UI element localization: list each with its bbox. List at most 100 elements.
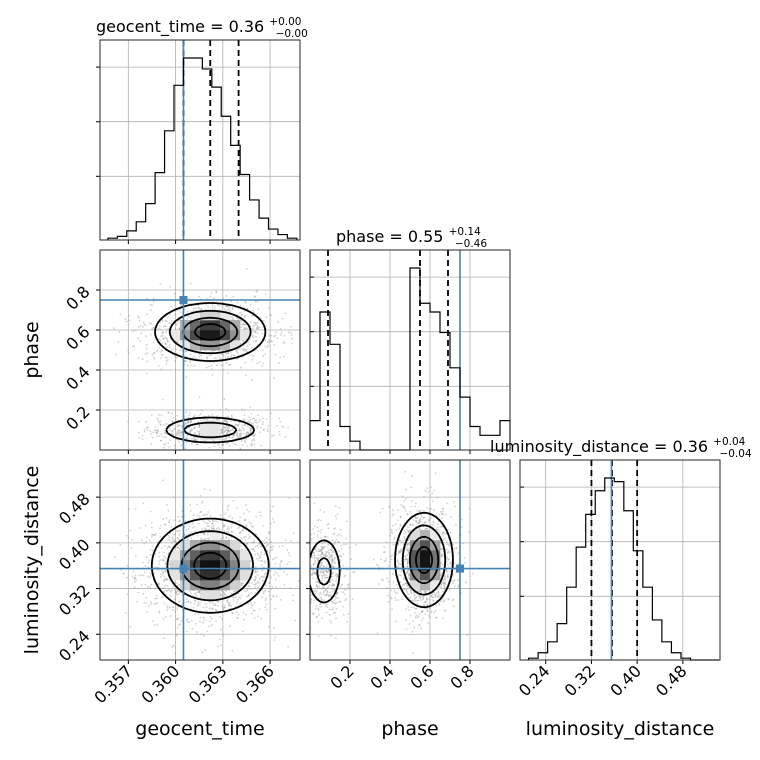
sample-point <box>431 596 434 599</box>
sample-point <box>345 543 348 546</box>
sample-point <box>254 533 257 535</box>
sample-point <box>200 528 203 531</box>
density-cell <box>200 550 211 561</box>
sample-point <box>302 539 304 541</box>
sample-point <box>256 581 259 584</box>
sample-point <box>170 305 173 308</box>
sample-point <box>158 583 160 586</box>
sample-point <box>235 443 238 446</box>
sample-point <box>231 416 234 418</box>
sample-point <box>170 350 173 352</box>
sample-point <box>181 431 183 434</box>
title-lower-error: −0.04 <box>719 448 751 460</box>
sample-point <box>453 605 456 608</box>
sample-point <box>221 534 224 537</box>
sample-point <box>159 420 162 423</box>
sample-point <box>178 538 181 541</box>
sample-point <box>144 524 147 527</box>
sample-point <box>222 353 225 356</box>
sample-point <box>440 548 443 550</box>
sample-point <box>265 325 268 327</box>
sample-point <box>177 627 179 630</box>
sample-point <box>222 606 225 609</box>
sample-point <box>229 363 232 366</box>
sample-point <box>161 559 164 561</box>
contour-line <box>168 309 252 439</box>
sample-point <box>223 594 226 597</box>
sample-point <box>326 524 329 526</box>
sample-point <box>414 616 417 619</box>
sample-point <box>137 421 140 423</box>
sample-point <box>249 418 252 421</box>
sample-point <box>236 301 239 304</box>
density-cell <box>180 540 191 551</box>
sample-point <box>272 517 274 520</box>
sample-point <box>317 621 320 623</box>
sample-point <box>197 437 199 439</box>
sample-point <box>304 609 306 611</box>
sample-point <box>188 590 191 593</box>
sample-point <box>176 356 178 359</box>
sample-point <box>238 421 241 424</box>
sample-point <box>197 590 200 592</box>
sample-point <box>193 415 196 418</box>
sample-point <box>319 591 322 594</box>
panel-frame <box>99 459 301 661</box>
sample-point <box>436 526 439 529</box>
sample-point <box>167 328 170 330</box>
sample-point <box>311 555 313 557</box>
sample-point <box>288 497 291 500</box>
sample-point <box>164 343 167 345</box>
sample-point <box>200 307 203 310</box>
sample-point <box>257 326 260 329</box>
sample-point <box>227 409 230 412</box>
sample-point <box>216 520 219 523</box>
sample-point <box>134 329 137 332</box>
sample-point <box>321 593 323 595</box>
sample-point <box>244 441 247 444</box>
sample-point <box>328 584 331 587</box>
sample-point <box>143 430 146 433</box>
sample-point <box>323 553 325 556</box>
sample-point <box>233 590 236 593</box>
sample-point <box>426 608 428 610</box>
sample-point <box>335 573 337 575</box>
sample-point <box>221 604 224 607</box>
sample-point <box>196 515 199 517</box>
sample-point <box>406 572 409 574</box>
sample-point <box>176 546 179 549</box>
sample-point <box>248 416 251 419</box>
sample-point <box>174 598 176 600</box>
sample-point <box>403 577 405 579</box>
sample-point <box>164 341 167 344</box>
sample-point <box>265 418 268 420</box>
contour-line <box>194 323 227 341</box>
sample-point <box>407 549 410 552</box>
sample-point <box>245 438 247 440</box>
sample-point <box>305 590 307 592</box>
sample-point <box>441 525 443 527</box>
sample-point <box>405 488 407 491</box>
sample-point <box>207 365 210 368</box>
sample-point <box>179 424 181 427</box>
sample-point <box>418 519 421 522</box>
sample-point <box>169 595 172 598</box>
sample-point <box>428 607 431 610</box>
sample-point <box>343 543 345 546</box>
density-cell <box>200 420 211 431</box>
sample-point <box>149 553 152 556</box>
sample-point <box>400 550 403 553</box>
sample-point <box>377 583 380 585</box>
sample-point <box>218 442 221 445</box>
sample-point <box>453 501 456 503</box>
sample-point <box>256 326 258 329</box>
sample-point <box>230 592 233 595</box>
sample-point <box>208 620 211 623</box>
sample-point <box>158 560 160 563</box>
sample-point <box>228 430 231 433</box>
sample-point <box>156 432 159 435</box>
sample-point <box>316 585 318 587</box>
sample-point <box>159 535 162 538</box>
sample-point <box>273 344 275 346</box>
sample-point <box>170 526 173 528</box>
